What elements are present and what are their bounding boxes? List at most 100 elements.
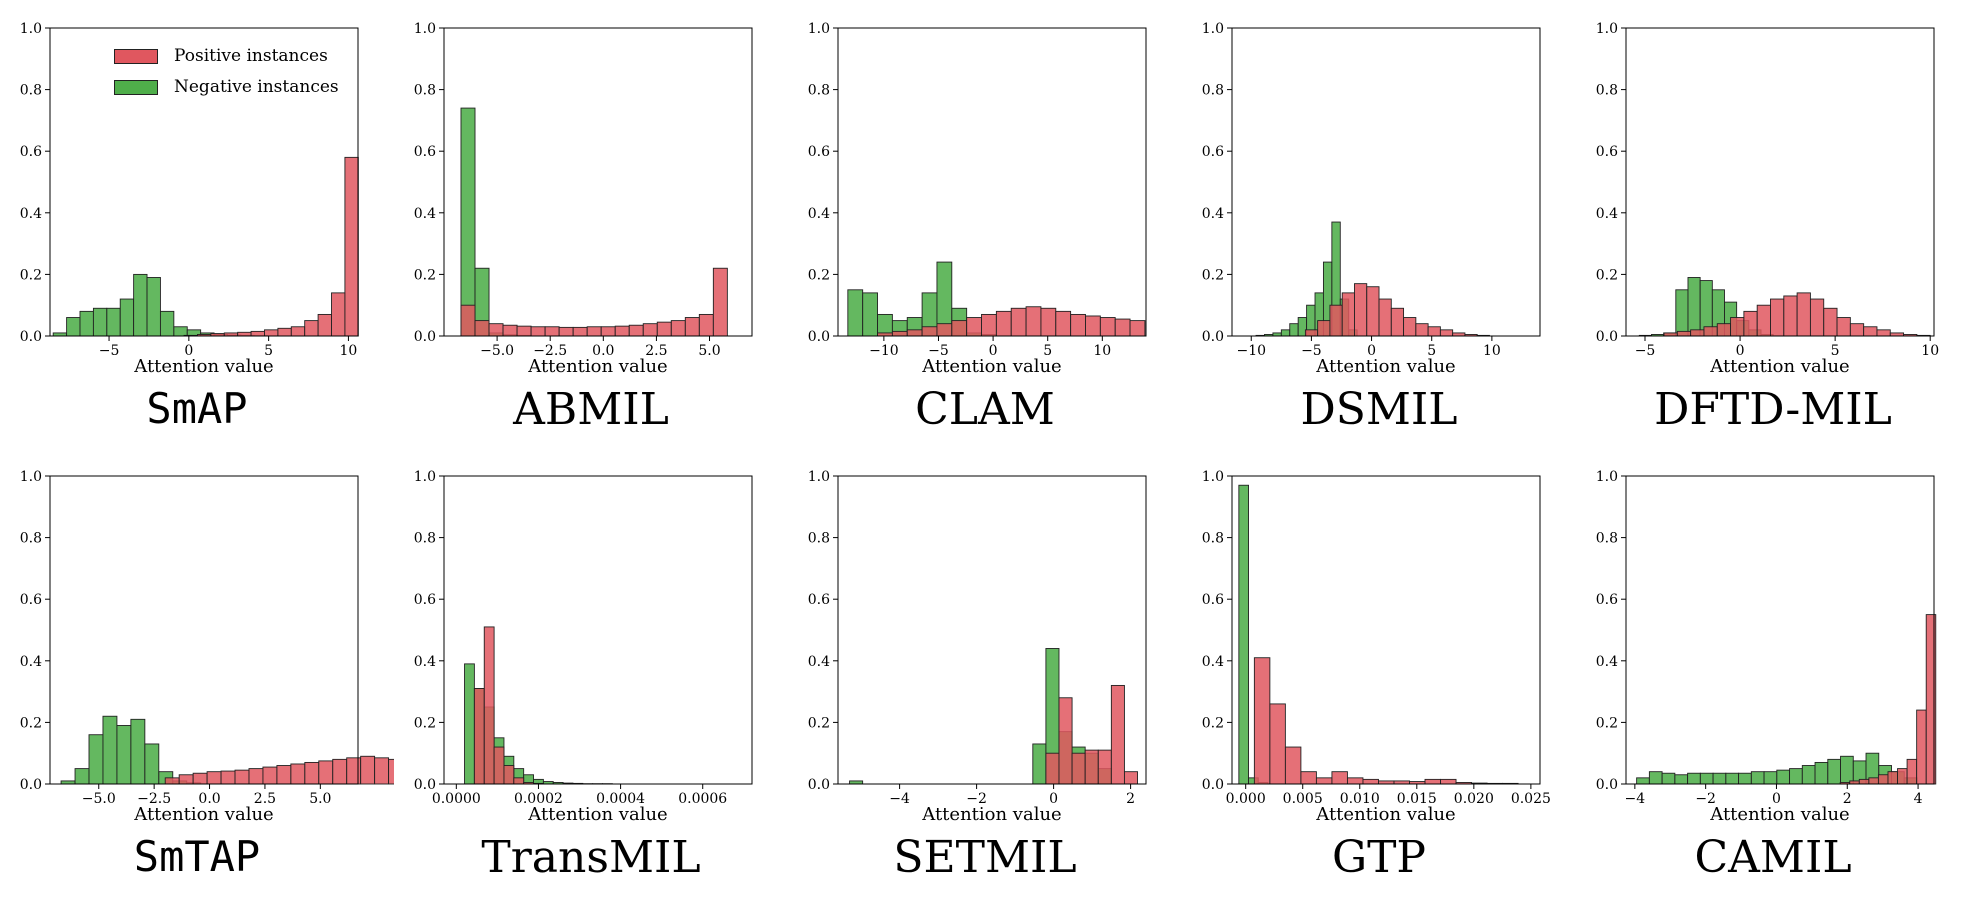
y-tick-label: 0.0 <box>808 777 830 793</box>
y-tick-label: 0.2 <box>808 715 830 731</box>
negative-bar <box>106 307 121 337</box>
positive-bar <box>317 313 332 337</box>
y-tick-label: 0.2 <box>808 267 830 283</box>
axes-frame <box>837 475 1147 785</box>
positive-bar <box>712 267 728 337</box>
negative-bar <box>92 307 108 337</box>
chart-panel-dsmil: 0.0 0.2 0.4 0.6 0.8 1.0 −10 −5 0 5 10 Attention val… <box>1182 0 1576 448</box>
y-tick-label: 0.8 <box>808 83 830 99</box>
x-tick-label: 0 <box>989 343 998 359</box>
positive-bar <box>304 320 319 337</box>
y-tick-label: 0.0 <box>20 777 42 793</box>
y-tick-label: 0.6 <box>414 592 436 608</box>
negative-bar <box>847 289 864 337</box>
positive-bar <box>332 758 348 785</box>
positive-bar <box>981 313 997 337</box>
y-tick-label: 0.4 <box>414 654 436 670</box>
positive-bar <box>1887 771 1898 785</box>
positive-bar <box>1045 752 1060 785</box>
x-tick-label: −10 <box>869 343 899 359</box>
positive-bar <box>1331 771 1348 785</box>
x-tick-label: −5 <box>1301 343 1322 359</box>
histogram-svg: 0.0 0.2 0.4 0.6 0.8 1.0 −5.0 −2.5 0.0 2.5 5.0 Atten… <box>20 469 394 825</box>
positive-bar <box>1284 746 1302 785</box>
y-tick-label: 0.0 <box>1202 329 1224 345</box>
negative-bar <box>862 292 878 337</box>
positive-bar <box>503 765 515 785</box>
positive-bar <box>586 326 602 337</box>
positive-bar <box>250 330 265 337</box>
positive-bar <box>1863 326 1878 337</box>
x-tick-label: 0.000 <box>1226 791 1266 807</box>
positive-bar <box>513 777 525 785</box>
positive-bar <box>460 304 476 337</box>
positive-bar <box>304 761 320 785</box>
positive-bar <box>544 326 560 337</box>
positive-bar <box>1315 777 1333 785</box>
positive-bar <box>1427 326 1441 337</box>
negative-bar <box>1661 772 1676 785</box>
y-tick-label: 0.4 <box>1202 654 1224 670</box>
y-tick-label: 1.0 <box>1596 21 1618 37</box>
x-axis-label: Attention value <box>1315 804 1455 825</box>
positive-bar <box>248 768 264 785</box>
x-axis-label: Attention value <box>1315 356 1455 377</box>
y-tick-label: 0.0 <box>414 777 436 793</box>
positive-bar <box>1703 326 1718 337</box>
x-tick-label: 0 <box>1367 343 1376 359</box>
positive-bar <box>1690 329 1705 337</box>
histogram-svg: 0.0 0.2 0.4 0.6 0.8 1.0 −4 −2 0 2 4 Attention value <box>1596 469 1937 825</box>
negative-bar <box>1675 289 1689 337</box>
negative-bar <box>1648 771 1663 785</box>
positive-bar <box>1440 778 1457 785</box>
positive-bar <box>1058 697 1073 785</box>
x-axis-label: Attention value <box>527 356 667 377</box>
positive-bar <box>1129 320 1146 337</box>
negative-bar <box>464 663 475 785</box>
histogram-svg: 0.0 0.2 0.4 0.6 0.8 1.0 0.0000 0.0002 0.0004 0.00… <box>414 469 753 825</box>
x-tick-label: 0.025 <box>1511 791 1551 807</box>
y-tick-label: 0.2 <box>1202 715 1224 731</box>
histogram-svg: 0.0 0.2 0.4 0.6 0.8 1.0 −4 −2 0 2 Attention value <box>808 469 1147 825</box>
positive-bar <box>1823 307 1838 337</box>
y-tick-label: 1.0 <box>808 469 830 485</box>
y-tick-label: 0.4 <box>1596 654 1618 670</box>
x-tick-label: 0.020 <box>1454 791 1494 807</box>
positive-bar <box>374 757 390 785</box>
positive-bar <box>670 320 686 337</box>
y-tick-label: 0.8 <box>1202 83 1224 99</box>
positive-bar <box>951 320 968 337</box>
positive-bar <box>1084 749 1099 785</box>
positive-bar <box>600 326 616 337</box>
positive-bar <box>1730 317 1745 337</box>
x-tick-label: −2 <box>966 791 987 807</box>
axes-frame <box>443 27 753 337</box>
positive-bar <box>1916 709 1927 785</box>
y-tick-label: 0.8 <box>414 531 436 547</box>
positive-bar <box>1858 778 1870 785</box>
x-tick-label: 2.5 <box>254 791 276 807</box>
negative-bar <box>1840 755 1854 785</box>
positive-bar <box>488 323 504 337</box>
chart-panel-smap: 0.0 0.2 0.4 0.6 0.8 1.0 −5 0 5 10 Attention value S… <box>0 0 394 448</box>
negative-bar <box>1699 772 1714 785</box>
y-tick-label: 0.0 <box>1202 777 1224 793</box>
y-tick-label: 0.2 <box>1202 267 1224 283</box>
x-tick-label: −5 <box>928 343 949 359</box>
x-tick-label: −10 <box>1236 343 1266 359</box>
y-tick-label: 0.4 <box>20 654 42 670</box>
x-tick-label: 4 <box>1914 791 1923 807</box>
x-tick-label: −4 <box>1625 791 1646 807</box>
y-tick-label: 0.6 <box>1596 144 1618 160</box>
x-tick-label: 0.005 <box>1283 791 1323 807</box>
positive-bar <box>1110 684 1125 785</box>
legend: Positive instances Negative instances <box>114 46 354 102</box>
negative-bar <box>1674 774 1689 785</box>
positive-bar <box>1868 777 1879 785</box>
negative-bar <box>1776 769 1790 785</box>
negative-bar <box>1789 768 1803 785</box>
axes-frame <box>1625 27 1935 337</box>
y-tick-label: 0.2 <box>414 715 436 731</box>
positive-bar <box>290 326 306 337</box>
positive-bar <box>360 755 376 785</box>
